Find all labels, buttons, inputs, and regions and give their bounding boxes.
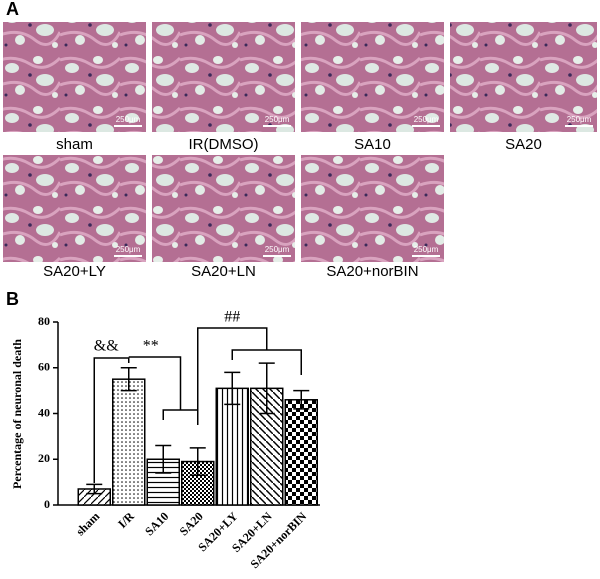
histology-image [3,22,146,132]
image-label: sham [56,136,93,153]
x-tick-label: I/R [115,509,137,531]
x-tick-label: SA20 [177,509,206,538]
image-label: SA20+norBIN [326,263,418,280]
y-tick-label: 40 [38,405,50,419]
bar [284,399,318,506]
histology-image [152,155,295,262]
y-tick-label: 60 [38,360,50,374]
bracket [128,356,182,410]
panel-label: B [6,289,19,309]
y-tick-label: 0 [44,497,50,511]
error-bar [86,483,103,495]
image-label: SA20+LN [191,263,256,280]
image-label: SA20+LY [43,263,106,280]
panel-label: A [6,0,19,19]
bracket [197,327,268,425]
bracket [162,409,199,420]
scale-text: 250μm [265,245,290,254]
y-axis-label: Percentage of neuronal death [10,339,24,489]
histology-image [152,22,295,132]
significance-label: ## [224,309,240,326]
scale-text: 250μm [414,115,439,124]
scale-text: 250μm [116,245,141,254]
scale-text: 250μm [414,245,439,254]
significance-label: && [94,338,119,355]
x-tick-label: sham [73,509,102,538]
scale-text: 250μm [116,115,141,124]
bracket [93,357,130,483]
bracket [231,349,302,375]
histology-image [301,155,444,262]
significance-label: ** [143,338,159,355]
image-label: IR(DMSO) [189,136,259,153]
error-bar [120,367,137,392]
error-bar [224,371,241,406]
histology-image [301,22,444,132]
scale-text: 250μm [265,115,290,124]
image-label: SA20 [505,136,542,153]
image-label: SA10 [354,136,391,153]
histology-image [3,155,146,262]
y-tick-label: 80 [38,314,50,328]
error-bar [155,444,172,474]
y-tick-label: 20 [38,451,50,465]
error-bar [258,362,275,415]
error-bar [293,389,310,410]
error-bar [189,447,206,477]
bar [215,387,249,506]
scale-text: 250μm [567,115,592,124]
bar [112,378,146,506]
histology-image [450,22,597,132]
x-tick-label: SA10 [142,509,171,538]
